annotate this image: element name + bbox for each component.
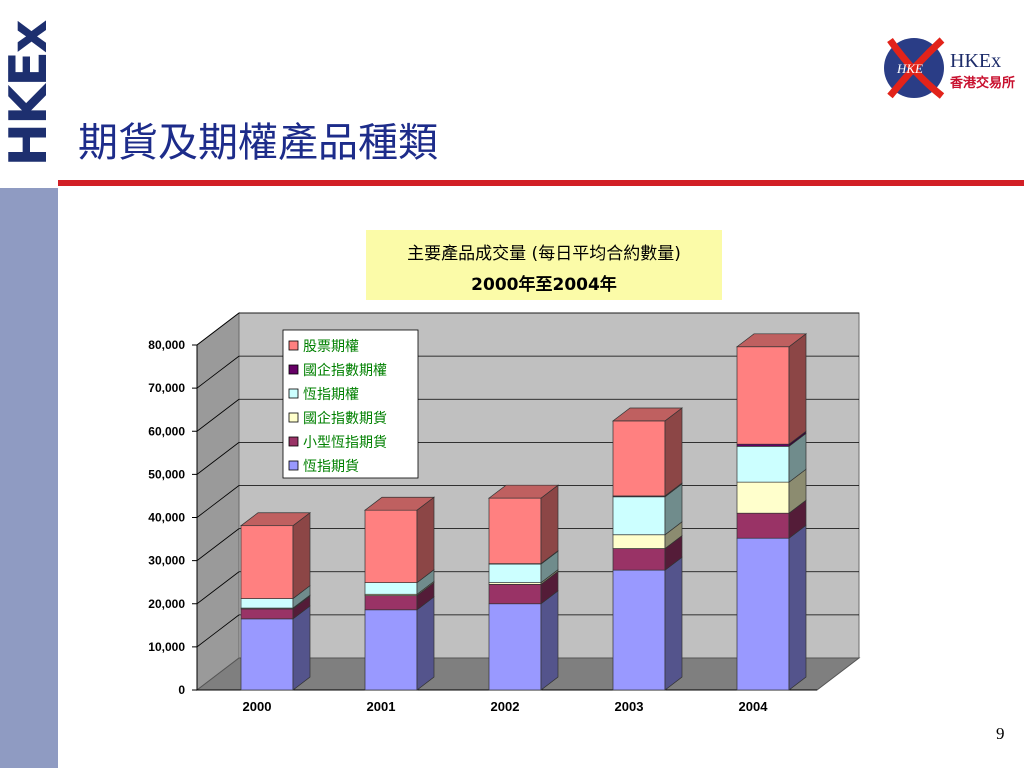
- logo-wordmark: HKEx: [950, 50, 1001, 72]
- bar-segment: [612, 420, 666, 497]
- y-tick-label: 70,000: [148, 381, 185, 395]
- bar-segment-top: [239, 512, 312, 527]
- legend-box: [282, 329, 419, 479]
- y-tick-label: 0: [178, 683, 185, 697]
- bar-segment-side: [292, 605, 311, 691]
- bar-segment: [488, 497, 542, 564]
- gridline-depth: [196, 442, 240, 475]
- bar-segment: [240, 598, 294, 609]
- bar-segment: [736, 346, 790, 445]
- bar-segment-side: [664, 556, 683, 691]
- bar-segment: [240, 525, 294, 599]
- legend-label: 股票期權: [303, 339, 359, 355]
- logo-cross-stroke: [887, 37, 945, 99]
- legend-label: 恆指期權: [303, 387, 359, 403]
- bar-segment-side: [788, 524, 807, 691]
- bar-segment: [612, 548, 666, 571]
- gridline-depth: [196, 398, 240, 432]
- logo-emblem-text: HKE: [896, 61, 923, 76]
- gridline-depth: [196, 614, 240, 648]
- bar-segment: [364, 609, 418, 691]
- legend-swatch: [288, 460, 299, 471]
- bar-segment: [736, 481, 790, 514]
- x-tick-label: 2001: [367, 699, 396, 714]
- bar-segment: [364, 595, 418, 611]
- bar-group-2003: [611, 407, 684, 691]
- bar-segment-top: [735, 333, 808, 348]
- legend-label: 國企指數期貨: [303, 410, 387, 427]
- y-tick-label: 10,000: [148, 640, 185, 654]
- y-tick-label: 30,000: [148, 554, 185, 568]
- page-number: 9: [996, 724, 1005, 743]
- bar-segment: [612, 496, 666, 536]
- bar-segment-side: [788, 333, 807, 445]
- hkex-side-logo: HKEx: [0, 0, 58, 188]
- bar-segment: [364, 509, 418, 583]
- y-tick-label: 60,000: [148, 424, 185, 438]
- x-tick-label: 2003: [615, 699, 644, 714]
- legend-swatch: [288, 388, 299, 399]
- bar-segment: [240, 618, 294, 691]
- bar-segment: [736, 537, 790, 691]
- bar-segment: [488, 603, 542, 691]
- x-tick-label: 2002: [491, 699, 520, 714]
- bar-group-2001: [363, 496, 436, 691]
- bar-segment: [612, 569, 666, 691]
- gridline-depth: [196, 571, 240, 605]
- bar-segment-top: [487, 484, 560, 499]
- bar-segment-top: [363, 496, 436, 511]
- bar-group-2000: [239, 512, 312, 691]
- chart-title-box: 主要產品成交量 (每日平均合約數量) 2000年至2004年: [366, 230, 722, 300]
- x-tick-label: 2004: [739, 699, 769, 714]
- bar-segment: [736, 512, 790, 539]
- legend-swatch: [288, 340, 299, 351]
- y-tick-label: 50,000: [148, 467, 185, 481]
- bar-segment-top: [611, 407, 684, 422]
- bar-segment-side: [540, 590, 559, 691]
- bar-segment: [240, 608, 294, 620]
- bar-segment-side: [664, 407, 683, 497]
- x-tick-label: 2000: [243, 699, 272, 714]
- logo-wordmark-zh: 香港交易所: [949, 75, 1015, 91]
- chart-title: 主要產品成交量 (每日平均合約數量): [407, 244, 681, 264]
- page-title: 期貨及期權產品種類: [78, 120, 438, 166]
- legend-label: 恆指期貨: [303, 458, 359, 475]
- bar-segment: [612, 534, 666, 549]
- bar-segment-side: [540, 484, 559, 565]
- bar-segment: [364, 582, 418, 595]
- y-tick-label: 20,000: [148, 597, 185, 611]
- bar-group-2004: [735, 333, 808, 691]
- legend-swatch: [288, 436, 299, 447]
- bar-segment-side: [416, 496, 435, 584]
- y-tick-label: 40,000: [148, 511, 185, 525]
- bar-segment-side: [292, 512, 311, 600]
- gridline-depth: [196, 485, 240, 518]
- gridline-depth: [196, 528, 240, 561]
- hkex-logo: HKE HKEx 香港交易所: [884, 37, 1015, 99]
- bar-segment-side: [416, 596, 435, 691]
- legend-swatch: [288, 364, 299, 375]
- title-rule: [58, 180, 1024, 186]
- chart-subtitle: 2000年至2004年: [471, 275, 617, 295]
- bar-segment: [488, 583, 542, 605]
- y-tick-label: 80,000: [148, 338, 185, 352]
- gridline-depth: [196, 312, 240, 346]
- bar-group-2002: [487, 484, 560, 691]
- bar-segment: [736, 445, 790, 483]
- gridline-depth: [196, 355, 240, 389]
- legend-swatch: [288, 412, 299, 423]
- legend-label: 小型恆指期貨: [303, 434, 387, 451]
- legend-label: 國企指數期權: [303, 362, 387, 379]
- bar-segment: [488, 563, 542, 583]
